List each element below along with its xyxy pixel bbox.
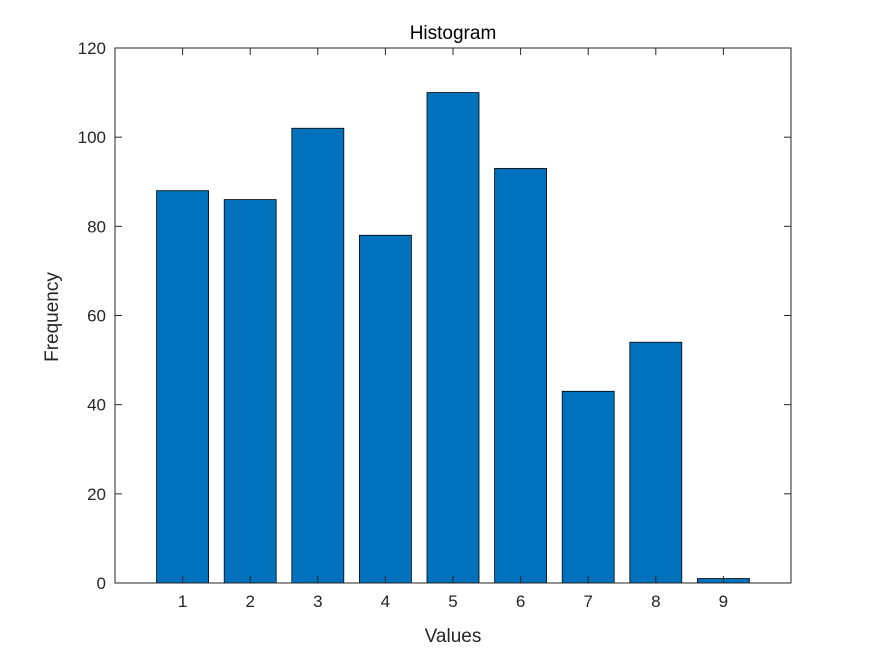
x-tick-label-5: 5 (448, 592, 457, 611)
x-tick-label-6: 6 (516, 592, 525, 611)
x-tick-label-2: 2 (245, 592, 254, 611)
x-tick-label-8: 8 (651, 592, 660, 611)
y-axis-label: Frequency (42, 272, 63, 362)
bar-1 (156, 190, 210, 584)
bar-3 (291, 127, 345, 584)
bar-6 (494, 167, 548, 584)
x-tick-label-9: 9 (719, 592, 728, 611)
bar-7 (561, 390, 615, 584)
y-tick-label-0: 0 (97, 574, 106, 593)
bar-8 (629, 341, 683, 584)
x-tick-label-1: 1 (178, 592, 187, 611)
bars-layer (156, 92, 750, 584)
bar-2 (223, 199, 277, 584)
x-axis-label: Values (425, 626, 482, 647)
bar-5 (426, 92, 480, 584)
x-tick-label-4: 4 (381, 592, 390, 611)
y-tick-label-120: 120 (78, 39, 106, 58)
y-tick-label-100: 100 (78, 128, 106, 147)
chart-title: Histogram (410, 23, 497, 44)
x-tick-label-3: 3 (313, 592, 322, 611)
y-tick-label-40: 40 (87, 396, 106, 415)
ticks-layer: 1 2 3 4 5 6 7 8 9 0 20 40 60 80 100 120 (78, 39, 791, 611)
y-tick-label-20: 20 (87, 485, 106, 504)
y-tick-label-80: 80 (87, 217, 106, 236)
y-tick-label-60: 60 (87, 307, 106, 326)
x-tick-label-7: 7 (583, 592, 592, 611)
bar-4 (358, 234, 412, 584)
